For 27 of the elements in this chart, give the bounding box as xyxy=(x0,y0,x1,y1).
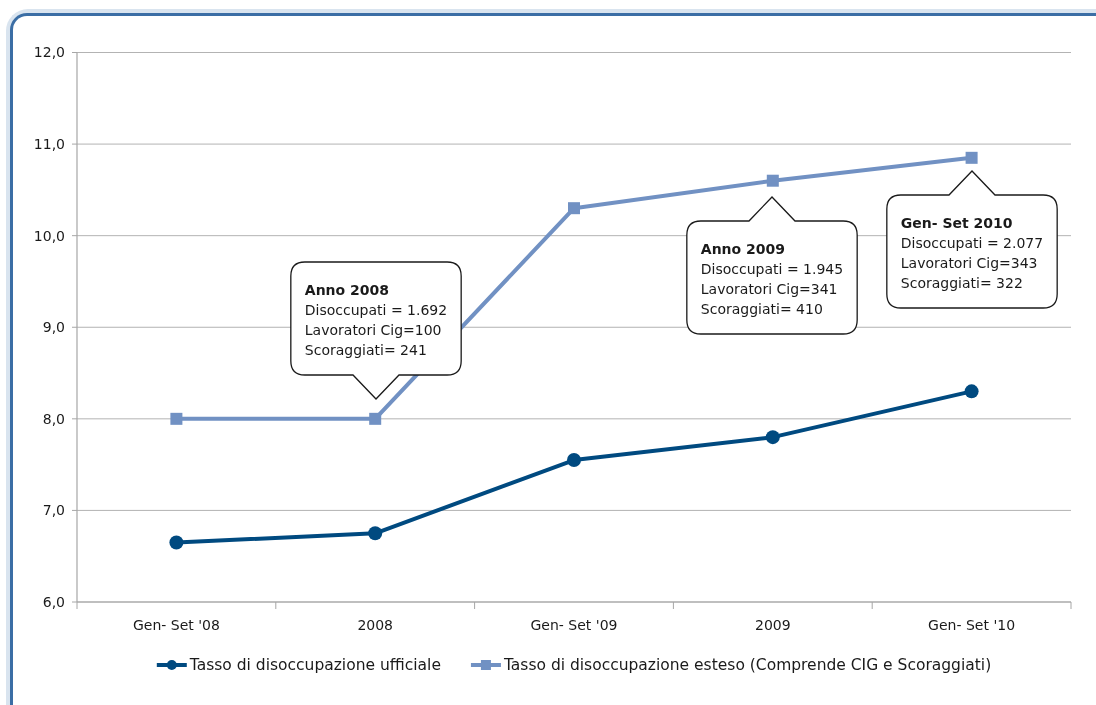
point xyxy=(170,412,183,425)
y-tick-label: 7,0 xyxy=(42,502,65,519)
point xyxy=(567,453,581,468)
y-tick-label: 9,0 xyxy=(42,319,65,336)
point xyxy=(369,412,382,425)
x-tick-label: Gen- Set '09 xyxy=(530,617,618,633)
annotation: Anno 2008 Disoccupati = 1.692 Lavoratori Cig=100 Scoraggiati= 241 xyxy=(304,282,448,358)
point xyxy=(765,430,780,445)
legend-label: Tasso di disoccupazione esteso (Comprende CIG e Scoraggiati) xyxy=(502,656,992,675)
point xyxy=(169,535,184,550)
y-tick-label: 11,0 xyxy=(33,135,65,152)
x-tick-label: Gen- Set '08 xyxy=(132,617,220,633)
x-tick-label: Gen- Set '10 xyxy=(928,617,1016,633)
annotation: Gen- Set 2010 Disoccupati = 2.077 Lavoratori Cig=343 Scoraggiati= 322 xyxy=(900,215,1044,291)
point xyxy=(766,174,779,187)
y-tick-label: 6,0 xyxy=(42,593,65,610)
point xyxy=(368,526,383,541)
annotation: Anno 2009 Disoccupati = 1.945 Lavoratori Cig=341 Scoraggiati= 410 xyxy=(700,241,844,317)
y-tick-label: 10,0 xyxy=(33,227,65,244)
legend-label: Tasso di disoccupazione ufficiale xyxy=(188,656,441,675)
point xyxy=(568,202,580,215)
y-tick-label: 12,0 xyxy=(33,44,65,61)
point xyxy=(965,151,978,164)
x-tick-label: 2008 xyxy=(357,617,394,633)
y-tick-label: 8,0 xyxy=(42,410,65,427)
x-tick-label: 2009 xyxy=(754,617,791,633)
point xyxy=(964,384,979,399)
